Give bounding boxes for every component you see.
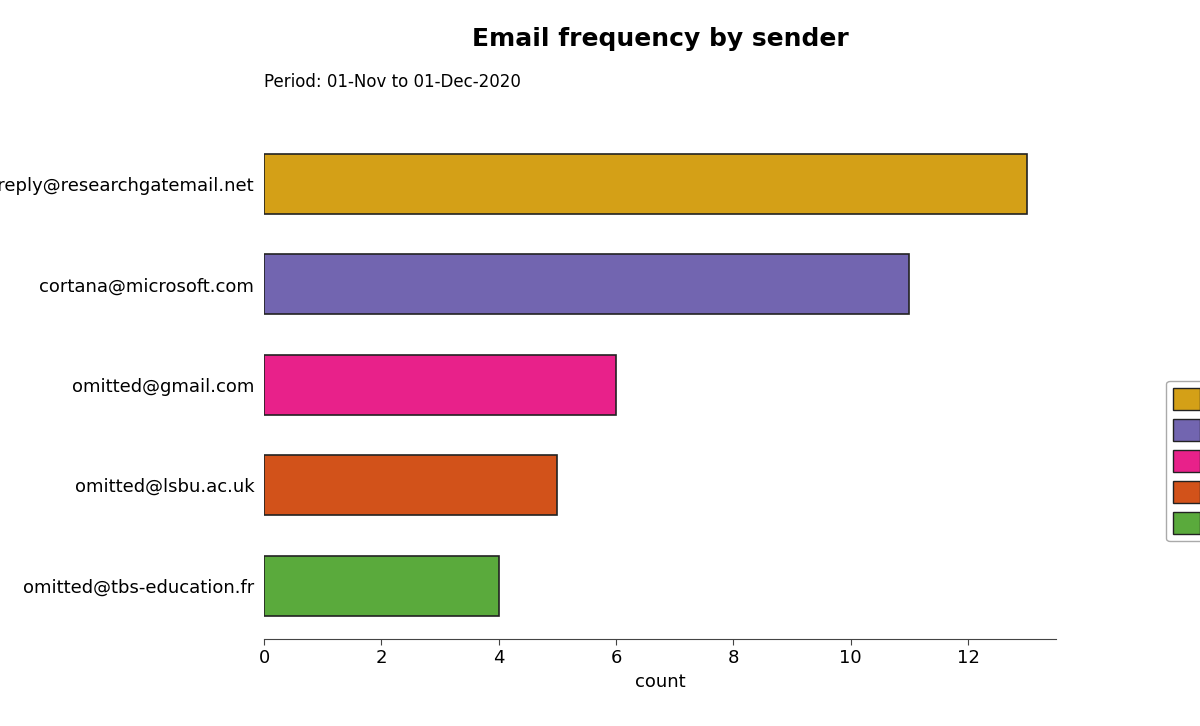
Bar — [264, 555, 499, 616]
Bar — [264, 154, 1027, 214]
Text: Period: 01-Nov to 01-Dec-2020: Period: 01-Nov to 01-Dec-2020 — [264, 73, 521, 91]
Bar — [264, 254, 910, 314]
Bar — [264, 455, 557, 515]
Text: Email frequency by sender: Email frequency by sender — [472, 27, 848, 51]
Legend: ResearchGate, Cortana, C. P., D. C., A. M.: ResearchGate, Cortana, C. P., D. C., A. … — [1166, 380, 1200, 542]
X-axis label: count: count — [635, 673, 685, 691]
Bar — [264, 354, 616, 415]
